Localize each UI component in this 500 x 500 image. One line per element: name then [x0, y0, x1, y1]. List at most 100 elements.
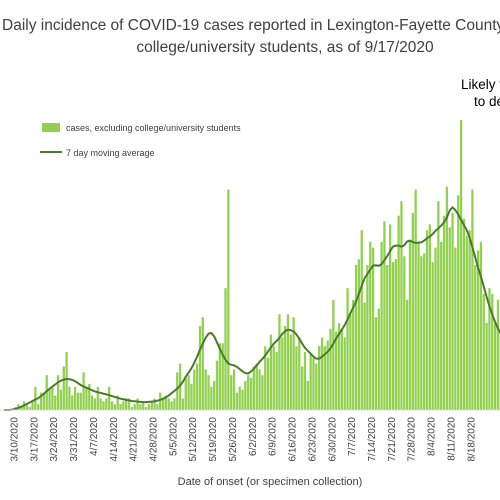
case-bar — [423, 253, 426, 410]
case-bar — [230, 375, 233, 410]
case-bar — [295, 346, 298, 410]
case-bar — [343, 337, 346, 410]
x-tick-label: 6/30/2020 — [327, 417, 338, 462]
case-bar — [394, 259, 397, 410]
case-bar — [371, 247, 375, 410]
case-bar — [198, 325, 202, 410]
case-bar — [79, 392, 82, 410]
case-bar — [289, 334, 292, 410]
case-bar — [471, 189, 474, 410]
x-tick-label: 5/26/2020 — [228, 417, 239, 462]
case-bar — [346, 288, 349, 410]
case-bar — [332, 299, 335, 410]
chart-title-line-1: Daily incidence of COVID-19 cases report… — [2, 17, 500, 34]
x-tick-label: 7/14/2020 — [367, 417, 378, 462]
case-bar — [232, 369, 236, 410]
case-bar — [227, 189, 230, 410]
case-bar — [451, 212, 454, 410]
case-bar — [411, 212, 414, 410]
case-bar — [221, 343, 224, 410]
case-bar — [45, 375, 48, 410]
case-bar — [116, 395, 119, 410]
x-tick-label: 3/31/2020 — [69, 417, 80, 462]
case-bar — [261, 375, 264, 410]
case-bar — [127, 398, 131, 410]
case-bar — [349, 314, 352, 410]
case-bar — [244, 381, 247, 410]
case-bar — [184, 378, 187, 410]
case-bar — [459, 120, 463, 410]
case-bar — [108, 386, 111, 410]
annotation: Likely to to de — [461, 77, 500, 109]
case-bar — [479, 241, 483, 410]
case-bar — [48, 389, 51, 410]
case-bar — [414, 189, 417, 410]
case-bar — [306, 381, 309, 410]
case-bar — [96, 386, 99, 410]
case-bar — [25, 404, 28, 410]
case-bar — [235, 392, 239, 410]
annotation-line-1: Likely to — [461, 77, 500, 92]
case-bar — [326, 340, 329, 410]
case-bar — [406, 299, 409, 410]
case-bar — [383, 221, 386, 410]
case-bar — [28, 407, 31, 410]
case-bar — [457, 195, 460, 410]
case-bar — [292, 317, 295, 410]
case-bar — [264, 346, 267, 410]
case-bar — [110, 401, 114, 410]
case-bar — [71, 395, 74, 410]
case-bar — [468, 230, 471, 410]
case-bar — [354, 265, 358, 410]
x-tick-label: 7/21/2020 — [387, 417, 398, 462]
case-bar — [352, 299, 355, 410]
moving-average-line — [4, 206, 500, 411]
x-tick-label: 6/23/2020 — [307, 417, 318, 462]
case-bar — [31, 401, 34, 410]
case-bar — [241, 389, 244, 410]
case-bar — [218, 343, 221, 410]
case-bar — [213, 381, 216, 410]
case-bar — [119, 404, 122, 410]
case-bar — [417, 241, 420, 410]
case-bar — [195, 363, 199, 410]
case-bar — [90, 395, 94, 410]
case-bar — [59, 389, 63, 410]
case-bar — [275, 352, 278, 410]
case-bar — [204, 369, 207, 410]
case-bar — [474, 265, 477, 410]
case-bar — [425, 230, 429, 410]
case-bar — [62, 366, 65, 410]
annotation-line-2: to de — [474, 94, 500, 109]
x-tick-label: 6/16/2020 — [288, 417, 299, 462]
case-bar — [159, 392, 162, 410]
case-bar — [493, 323, 497, 410]
case-bar — [144, 407, 148, 410]
case-bar — [437, 201, 440, 410]
case-bar — [113, 404, 116, 410]
case-bar — [448, 227, 451, 410]
legend-bar-label: cases, excluding college/university stud… — [66, 123, 241, 133]
case-bar — [102, 401, 105, 410]
case-bar — [363, 302, 366, 410]
case-bar — [369, 241, 372, 410]
case-bar — [403, 256, 406, 410]
case-bar — [252, 366, 256, 410]
case-bar — [176, 372, 179, 410]
case-bar — [391, 262, 395, 410]
case-bar — [105, 398, 108, 410]
x-tick-label: 4/21/2020 — [129, 417, 140, 462]
case-bar — [187, 375, 190, 410]
x-tick-label: 6/9/2020 — [268, 417, 279, 456]
case-bar — [434, 247, 437, 410]
case-bar — [377, 308, 380, 410]
x-tick-label: 5/12/2020 — [188, 417, 199, 462]
case-bar — [386, 265, 389, 410]
case-bar — [258, 369, 261, 410]
case-bar — [147, 404, 151, 410]
case-bar — [125, 398, 128, 410]
case-bar — [476, 250, 480, 410]
case-bar — [318, 346, 321, 410]
case-bar — [315, 363, 318, 410]
